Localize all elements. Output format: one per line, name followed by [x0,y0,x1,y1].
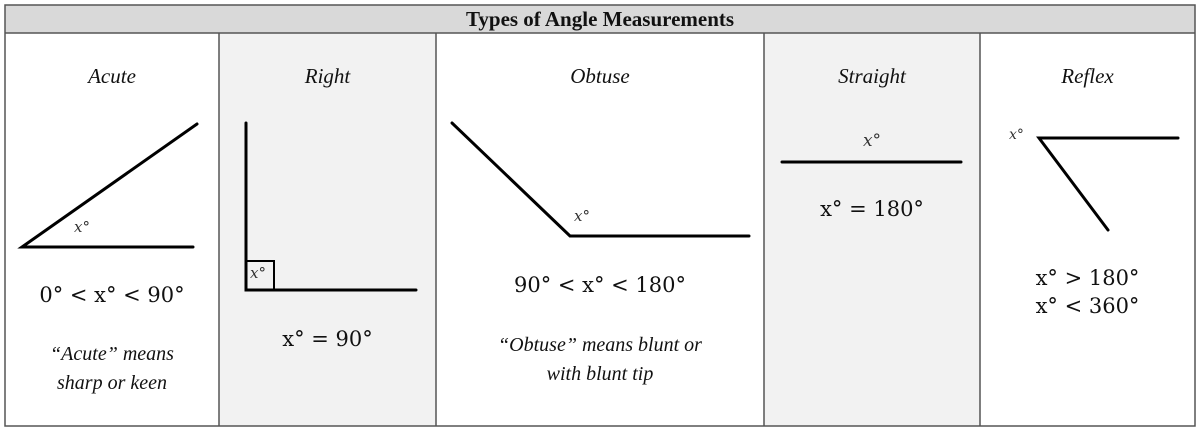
reflex-title: Reflex [1061,64,1114,88]
straight-range: x° = 180° [820,197,924,221]
range-line: x° < 360° [1035,294,1140,318]
obtuse-note: “Obtuse” means blunt or with blunt tip [436,331,764,389]
range-line: x° > 180° [1035,266,1140,290]
angle-label: x° [74,218,90,236]
note-line: “Acute” means [50,343,174,365]
table-title: Types of Angle Measurements [5,5,1195,33]
right-title: Right [304,64,351,88]
note-line: with blunt tip [546,363,654,385]
note-line: sharp or keen [57,372,167,394]
note-line: “Obtuse” means blunt or [498,334,702,356]
reflex-angle [1036,136,1180,232]
acute-note: “Acute” means sharp or keen [5,340,219,398]
acute-range: 0° < x° < 90° [39,283,185,307]
angle-label: x° [250,264,266,282]
obtuse-angle [450,121,751,238]
right-column [219,33,436,426]
angle-label: x° [1009,127,1024,143]
right-angle [244,121,418,292]
right-range: x° = 90° [282,327,373,351]
reflex-range: x° > 180° x° < 360° [980,264,1195,320]
straight-column [764,33,980,426]
obtuse-range: 90° < x° < 180° [513,273,687,297]
straight-title: Straight [838,64,906,88]
angle-label: x° [862,131,882,151]
table-border [4,4,1196,427]
acute-title: Acute [88,64,136,88]
right-angle-marker [245,260,275,291]
obtuse-title: Obtuse [570,64,630,88]
acute-angle [17,122,199,249]
angle-label: x° [574,207,590,225]
